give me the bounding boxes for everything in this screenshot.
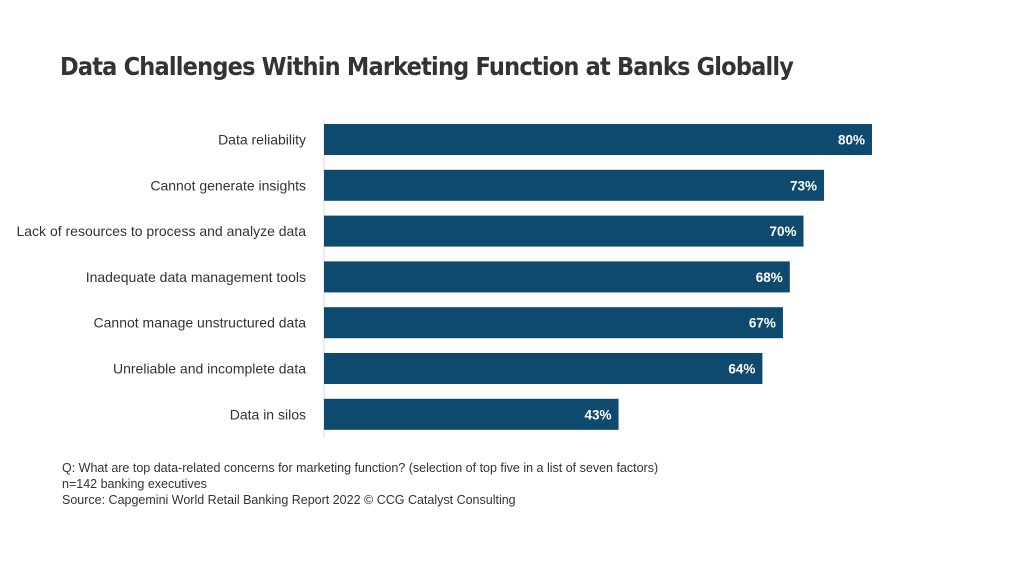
- bar: [324, 124, 872, 155]
- bars-group: Data reliability 80% Cannot generate insig…: [16, 120, 872, 438]
- category-label: Data reliability: [218, 132, 306, 148]
- value-label: 43%: [585, 407, 612, 422]
- bar: [324, 261, 790, 293]
- category-label: Data in silos: [230, 406, 306, 422]
- bar: [324, 307, 783, 339]
- bar: [324, 169, 825, 201]
- chart-title: Data Challenges Within Marketing Functio…: [60, 52, 794, 81]
- category-label: Inadequate data management tools: [86, 269, 306, 285]
- bar: [324, 353, 763, 384]
- survey-question: Q: What are top data-related concerns fo…: [62, 461, 659, 475]
- value-label: 73%: [790, 178, 817, 193]
- value-label: 80%: [838, 133, 865, 148]
- category-label: Cannot generate insights: [150, 177, 306, 193]
- category-label: Unreliable and incomplete data: [113, 361, 306, 377]
- value-label: 67%: [749, 316, 776, 331]
- value-label: 64%: [728, 362, 755, 377]
- value-label: 70%: [769, 224, 796, 239]
- category-label: Lack of resources to process and analyze…: [16, 223, 306, 239]
- bar: [324, 215, 804, 247]
- sample-size: n=142 banking executives: [62, 477, 207, 491]
- bar: [324, 398, 619, 430]
- chart-notes: Q: What are top data-related concerns fo…: [62, 460, 658, 508]
- category-label: Cannot manage unstructured data: [94, 315, 307, 331]
- source-line: Source: Capgemini World Retail Banking R…: [62, 493, 516, 507]
- value-label: 68%: [756, 270, 783, 285]
